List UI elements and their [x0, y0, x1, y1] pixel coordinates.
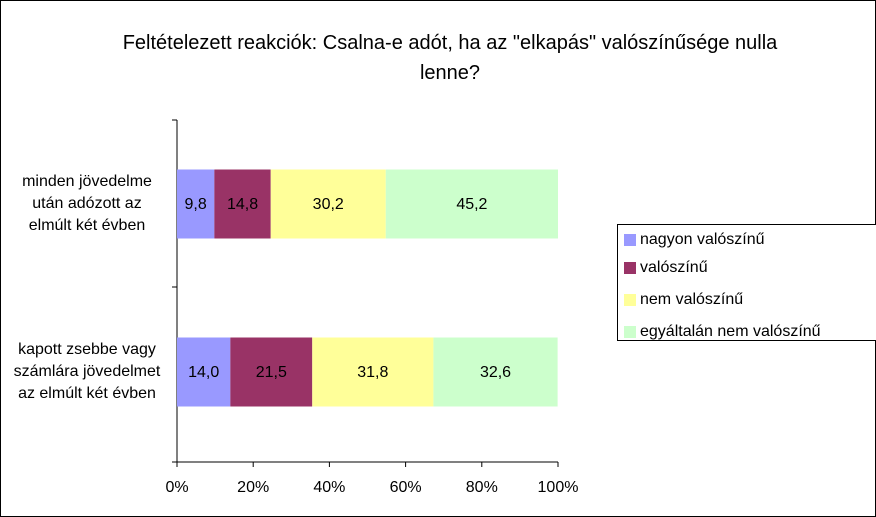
bar-segment [433, 337, 558, 407]
bar-segment [177, 337, 231, 407]
value-label: 14,0 [188, 364, 219, 381]
legend-swatch [624, 294, 636, 306]
legend-swatch [624, 262, 636, 274]
legend-label: nem valószínű [640, 291, 743, 308]
category-label: minden jövedelme után adózott az elmúlt … [22, 173, 152, 234]
chart-title: Feltételezett reakciók: Csalna-e adót, h… [122, 32, 778, 84]
bar-segment [270, 169, 386, 239]
bar-segment [385, 169, 558, 239]
legend-label: valószínű [640, 259, 708, 276]
value-label: 21,5 [256, 364, 287, 381]
bar-segment [177, 169, 215, 239]
x-tick-label: 0% [165, 479, 188, 496]
bar-segment [214, 169, 271, 239]
x-tick-label: 80% [466, 479, 498, 496]
value-label: 9,8 [185, 196, 207, 213]
value-label: 31,8 [357, 364, 388, 381]
value-label: 30,2 [313, 196, 344, 213]
legend-label: nagyon valószínű [640, 231, 765, 248]
value-label: 45,2 [456, 196, 487, 213]
x-tick-label: 60% [390, 479, 422, 496]
legend-label: egyáltalán nem valószínű [640, 323, 821, 340]
bar-segment [230, 337, 313, 407]
x-tick-label: 40% [313, 479, 345, 496]
x-tick-label: 20% [237, 479, 269, 496]
category-label: kapott zsebbe vagy számlára jövedelmet a… [13, 341, 161, 402]
legend-box [617, 224, 876, 341]
x-tick-label: 100% [538, 479, 579, 496]
legend-swatch [624, 326, 636, 338]
value-label: 14,8 [227, 196, 258, 213]
bar-segment [312, 337, 434, 407]
value-label: 32,6 [480, 364, 511, 381]
legend-swatch [624, 234, 636, 246]
